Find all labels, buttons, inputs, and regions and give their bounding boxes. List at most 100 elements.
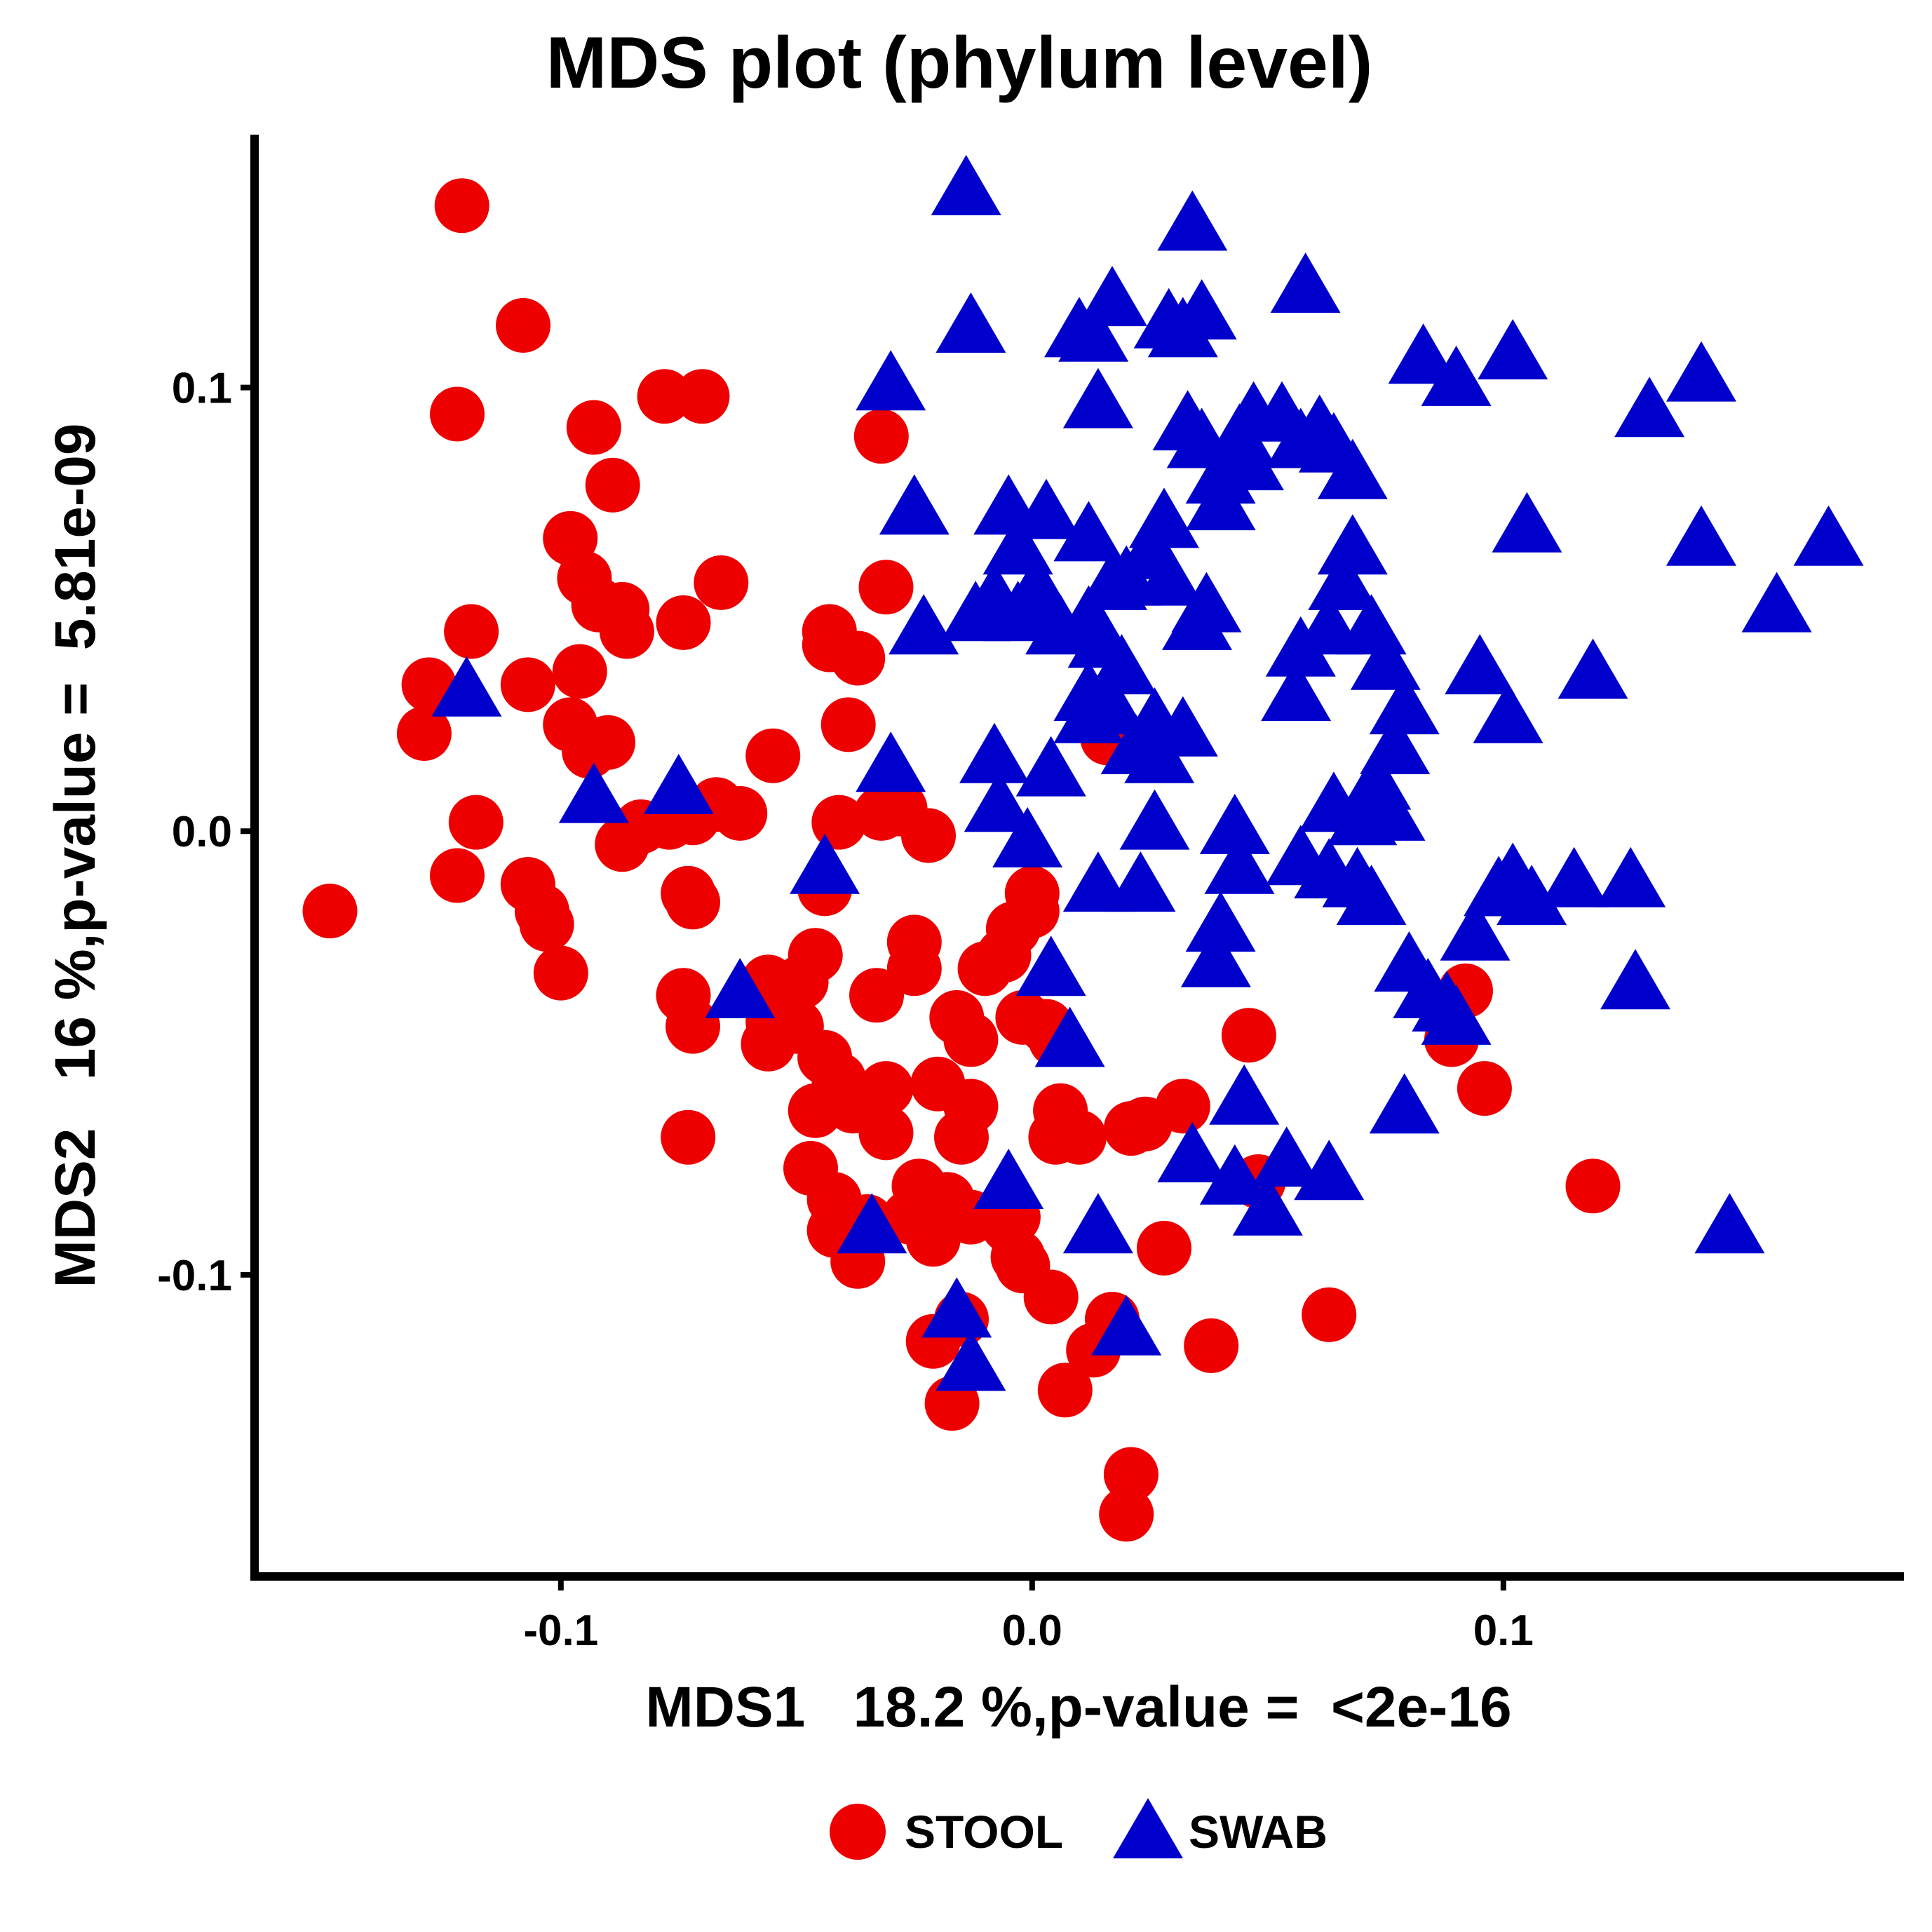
stool-point [1457,1061,1512,1116]
swab-point [1666,505,1736,566]
swab-point [1062,367,1133,428]
stool-point [1565,1158,1621,1214]
series-stool [302,178,1621,1542]
swab-point [1077,549,1147,610]
stool-point [858,1061,914,1116]
x-axis-label: MDS1 18.2 %,p-value = <2e-16 [645,1675,1511,1739]
swab-point [1147,297,1218,358]
stool-point [585,457,640,513]
swab-point [856,731,926,792]
stool-point [853,409,909,464]
swab-point [1327,785,1398,846]
stool-point [858,560,914,615]
swab-point [1086,634,1157,695]
swab-point [1294,1140,1365,1201]
swab-point [1741,572,1812,633]
stool-point [666,999,720,1054]
swab-point [1119,789,1190,850]
swab-point [790,833,860,894]
stool-point [934,1109,989,1165]
stool-point [444,604,499,659]
swab-point [856,350,926,411]
stool-point [533,945,588,1001]
stool-point [901,808,956,863]
swab-point [935,1330,1006,1391]
swab-point [1388,323,1459,384]
swab-point [558,762,629,823]
swab-point [1185,470,1256,531]
swab-point [964,771,1034,832]
y-tick-label: 0.0 [172,808,232,856]
swab-point [889,594,959,655]
swab-point [1473,682,1543,743]
stool-point [712,785,768,841]
stool-point [820,697,876,752]
chart-title: MDS plot (phylum level) [546,22,1373,104]
swab-point [1793,505,1864,566]
swab-point [1162,589,1232,650]
series-swab [431,154,1864,1391]
stool-point [430,386,485,442]
x-tick-label: -0.1 [523,1607,598,1655]
swab-point [1199,793,1270,854]
swab-point [1199,1144,1270,1205]
swab-point [921,1277,992,1338]
stool-point [1184,1318,1239,1373]
swab-point [1336,865,1407,926]
swab-point [1105,851,1176,912]
swab-point [1015,736,1086,797]
stool-point [830,630,886,686]
stool-point [1221,1008,1276,1063]
stool-point [943,1012,999,1067]
stool-point [1155,1079,1210,1134]
swab-point [1062,1193,1133,1254]
swab-point [705,958,776,1018]
swab-point [1308,549,1379,610]
swab-point [1350,629,1421,690]
stool-point [1137,1220,1191,1276]
stool-point [552,644,607,699]
swab-point [959,722,1029,783]
stool-point [849,968,904,1023]
swab-point [1440,900,1511,961]
swab-point [1204,833,1275,894]
y-tick-label: 0.1 [172,365,232,413]
stool-point [448,795,504,850]
legend-swab-marker [1113,1798,1183,1858]
stool-point [745,728,801,783]
legend-stool-label: STOOL [905,1806,1063,1858]
stool-point [1037,1363,1093,1418]
swab-point [1497,865,1567,926]
swab-point [1600,949,1670,1010]
stool-point [562,724,617,779]
swab-point [1058,301,1129,362]
stool-point [858,1105,914,1161]
stool-point [656,595,711,650]
y-axis-ticks: -0.1 0.0 0.1 [157,365,255,1300]
swab-point [973,474,1044,535]
plot-area [302,154,1864,1542]
swab-point [1317,514,1388,575]
stool-point [430,848,485,903]
stool-point [396,706,452,761]
stool-point [905,1212,961,1267]
swab-point [1614,377,1685,438]
swab-point [1595,846,1666,907]
swab-point [931,154,1001,215]
y-tick-label: -0.1 [157,1252,232,1300]
stool-point [774,954,829,1010]
stool-point [1004,884,1060,939]
stool-point [675,369,730,424]
stool-point [1103,1447,1158,1502]
swab-point [643,754,714,814]
swab-point [973,1149,1044,1209]
swab-point [1558,638,1628,699]
legend: STOOL SWAB [830,1798,1328,1860]
swab-point [1185,891,1256,952]
stool-point [434,178,489,234]
swab-point [1369,1073,1440,1134]
swab-point [1270,252,1341,313]
legend-stool-marker [830,1804,886,1860]
stool-point [519,897,574,952]
swab-point [1015,935,1086,997]
